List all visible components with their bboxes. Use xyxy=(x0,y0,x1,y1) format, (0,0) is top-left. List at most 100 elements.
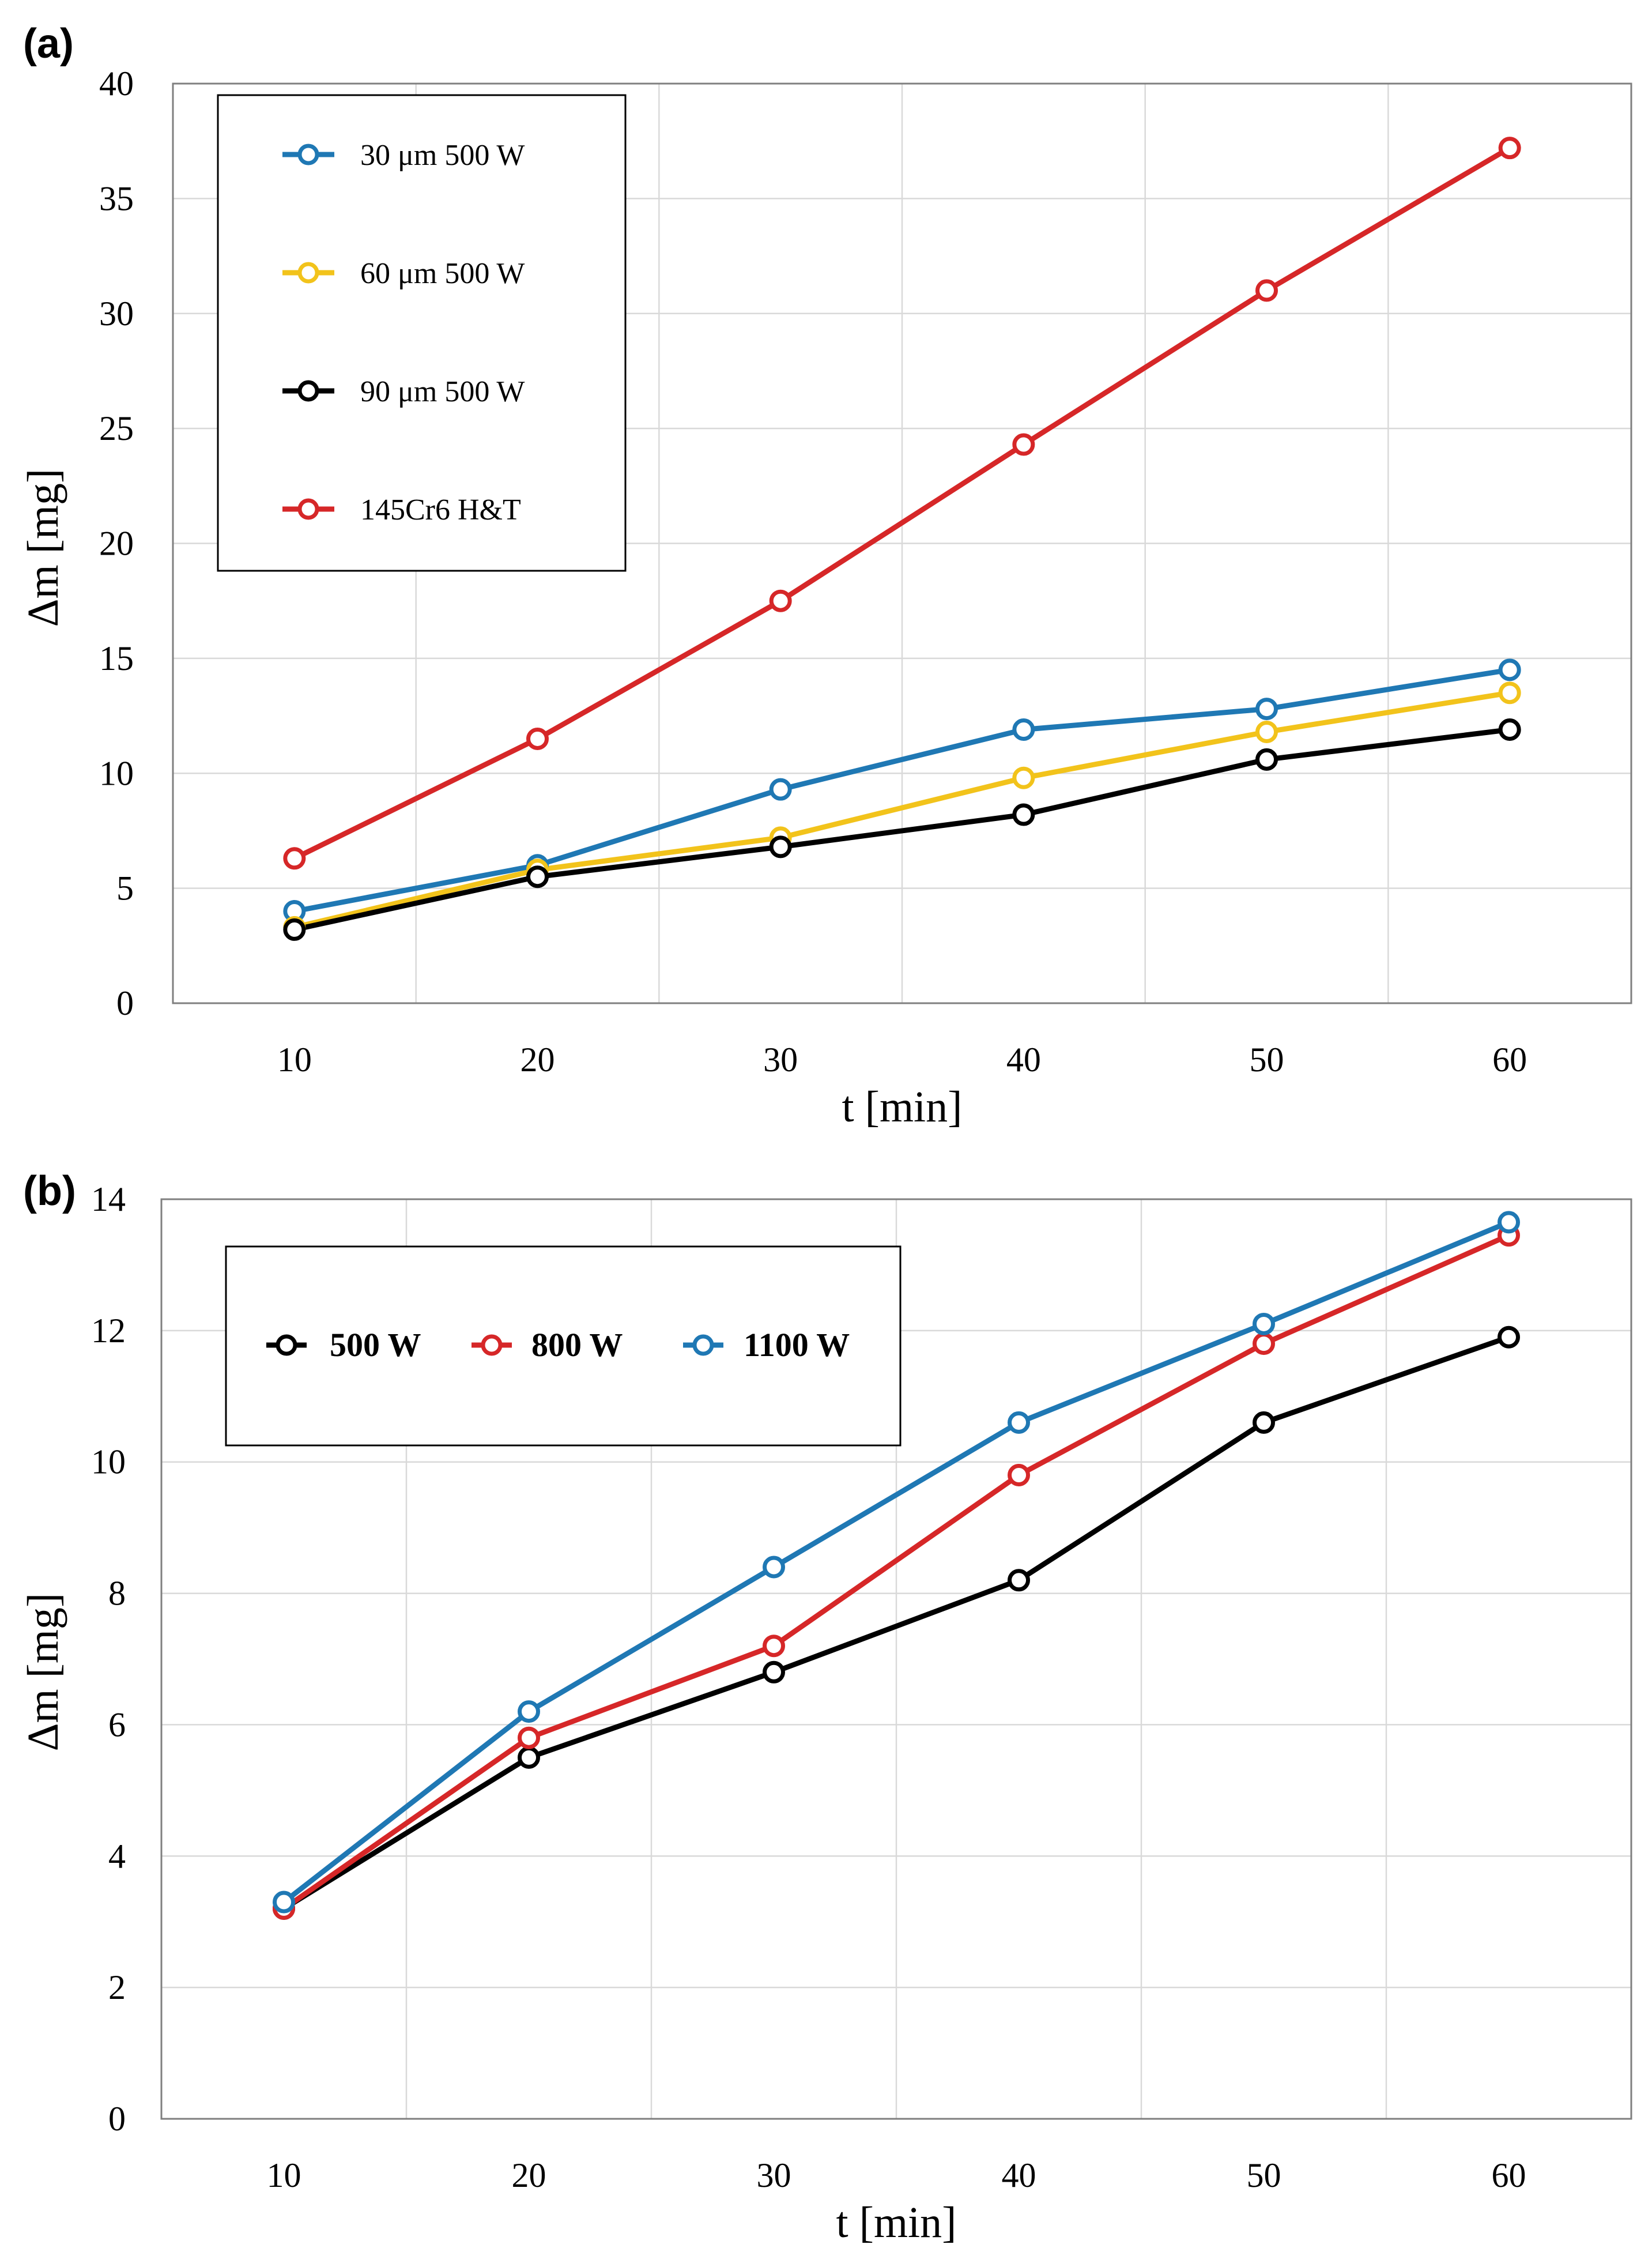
panel-b-y-ticks: 0 2 4 6 8 10 12 14 xyxy=(91,1180,126,2138)
panel-b-series-line-1 xyxy=(282,1233,1510,1911)
panel-b-y-tick-label: 4 xyxy=(108,1837,126,1875)
panel-b-y-axis-title: Δm [mg] xyxy=(19,1593,67,1752)
legend-item-90um: 90 μm 500 W xyxy=(282,375,525,408)
legend-item-145cr6: 145Cr6 H&T xyxy=(282,494,521,526)
panel-a-data-point-3 xyxy=(1498,137,1521,160)
panel-b-x-tick-label: 30 xyxy=(757,2156,791,2194)
panel-b-y-tick-label: 10 xyxy=(91,1443,126,1481)
panel-a-y-tick-label: 15 xyxy=(99,639,134,677)
panel-b-data-point-1 xyxy=(763,1635,785,1658)
panel-b-series xyxy=(273,1211,1520,1920)
panel-a-data-point-0 xyxy=(769,778,792,801)
panel-a-label: (a) xyxy=(23,21,74,67)
panel-b-x-tick-label: 60 xyxy=(1492,2156,1526,2194)
panel-b-x-tick-label: 10 xyxy=(267,2156,301,2194)
panel-a-x-ticks: 10 20 30 40 50 60 xyxy=(277,1041,1527,1079)
legend-label-90um: 90 μm 500 W xyxy=(360,375,525,408)
legend-marker-90um xyxy=(297,380,319,402)
panel-a-x-tick-label: 40 xyxy=(1006,1041,1041,1079)
panel-a-data-point-1 xyxy=(1498,681,1521,705)
panel-a-y-tick-label: 30 xyxy=(99,295,134,333)
panel-a-data-point-2 xyxy=(526,865,549,888)
legend-label-60um: 60 μm 500 W xyxy=(360,257,525,290)
legend-label-800w: 800 W xyxy=(531,1326,623,1364)
panel-a-data-point-2 xyxy=(1255,748,1278,771)
panel-a-x-axis-title: t [min] xyxy=(842,1083,963,1131)
panel-a-data-point-3 xyxy=(526,727,549,750)
panel-a-y-tick-label: 25 xyxy=(99,409,134,447)
legend-marker-500w xyxy=(276,1334,297,1356)
panel-a-x-tick-label: 30 xyxy=(763,1041,798,1079)
panel-b-x-tick-label: 20 xyxy=(512,2156,546,2194)
legend-marker-30um xyxy=(297,144,319,165)
panel-a-data-point-0 xyxy=(1012,718,1035,741)
panel-b-data-point-1 xyxy=(1008,1464,1030,1486)
panel-b-y-tick-label: 2 xyxy=(108,1968,126,2006)
panel-b-y-tick-label: 14 xyxy=(91,1180,126,1218)
legend-marker-145cr6 xyxy=(297,498,319,520)
legend-label-1100w: 1100 W xyxy=(744,1326,850,1364)
panel-a: (a) 0 5 10 15 20 25 30 35 40 10 20 30 40 50 60 t [min… xyxy=(19,21,1632,1131)
legend-marker-1100w xyxy=(692,1334,714,1356)
panel-a-legend-box xyxy=(217,94,627,572)
legend-item-1100w: 1100 W xyxy=(683,1326,850,1364)
panel-a-y-tick-label: 20 xyxy=(99,525,134,563)
panel-b-x-axis-title: t [min] xyxy=(836,2198,957,2247)
panel-b-data-point-2 xyxy=(1498,1211,1520,1234)
legend-item-60um: 60 μm 500 W xyxy=(282,257,525,290)
panel-a-data-point-1 xyxy=(1012,766,1035,789)
panel-b-y-tick-label: 6 xyxy=(108,1705,126,1743)
panel-a-series-line-1 xyxy=(293,690,1510,930)
legend-label-500w: 500 W xyxy=(330,1326,421,1364)
panel-a-data-point-3 xyxy=(769,589,792,612)
panel-a-x-tick-label: 20 xyxy=(521,1041,555,1079)
panel-a-y-tick-label: 10 xyxy=(99,754,134,792)
panel-a-data-point-2 xyxy=(1012,803,1035,826)
panel-a-data-point-3 xyxy=(1012,433,1035,456)
legend-label-30um: 30 μm 500 W xyxy=(360,139,525,172)
panel-a-x-tick-label: 50 xyxy=(1250,1041,1284,1079)
legend-item-30um: 30 μm 500 W xyxy=(282,139,525,172)
panel-a-y-axis-title: Δm [mg] xyxy=(19,469,67,627)
panel-b-y-tick-label: 12 xyxy=(91,1312,126,1350)
panel-a-y-tick-label: 40 xyxy=(99,65,134,103)
panel-a-y-tick-label: 5 xyxy=(116,869,134,907)
panel-a-data-point-3 xyxy=(283,847,306,870)
panel-b-data-point-0 xyxy=(1253,1411,1275,1434)
panel-b-x-tick-label: 50 xyxy=(1247,2156,1281,2194)
panel-a-y-tick-label: 0 xyxy=(116,984,134,1022)
panel-a-data-point-2 xyxy=(1498,718,1521,741)
panel-b-data-point-2 xyxy=(763,1556,785,1579)
panel-b-data-point-2 xyxy=(273,1891,295,1914)
panel-b-plot-frame xyxy=(160,1198,1632,2120)
panel-a-data-point-0 xyxy=(1498,658,1521,681)
panel-b-data-point-2 xyxy=(1253,1312,1275,1335)
panel-a-series-line-3 xyxy=(293,145,1511,861)
panel-a-data-point-0 xyxy=(1255,698,1278,721)
panel-a-x-tick-label: 10 xyxy=(277,1041,312,1079)
panel-a-series xyxy=(283,137,1521,941)
legend-marker-60um xyxy=(297,262,319,284)
panel-b-x-tick-label: 40 xyxy=(1002,2156,1036,2194)
panel-b-data-point-2 xyxy=(518,1700,540,1723)
legend-item-800w: 800 W xyxy=(472,1326,623,1364)
panel-b-legend: 500 W 800 W 1100 W xyxy=(225,1245,902,1447)
panel-a-x-tick-label: 60 xyxy=(1492,1041,1527,1079)
panel-b-label: (b) xyxy=(23,1168,76,1214)
panel-a-data-point-2 xyxy=(769,835,792,858)
panel-b-series-line-0 xyxy=(282,1335,1510,1911)
panel-a-legend: 30 μm 500 W 60 μm 500 W 90 μm 500 W 145C… xyxy=(217,94,627,572)
panel-a-series-line-2 xyxy=(293,727,1510,932)
panel-b-series-line-2 xyxy=(282,1219,1510,1904)
panel-b-data-point-0 xyxy=(1498,1325,1520,1349)
legend-marker-800w xyxy=(481,1334,503,1356)
panel-b-x-ticks: 10 20 30 40 50 60 xyxy=(267,2156,1526,2194)
panel-b-data-point-1 xyxy=(518,1726,540,1749)
panel-a-plot-frame xyxy=(172,82,1632,1004)
legend-label-145cr6: 145Cr6 H&T xyxy=(360,494,521,526)
panel-a-y-tick-label: 35 xyxy=(99,179,134,217)
panel-b-data-point-0 xyxy=(1008,1569,1030,1592)
panel-b-data-point-1 xyxy=(1253,1332,1275,1355)
panel-a-data-point-1 xyxy=(1255,720,1278,743)
